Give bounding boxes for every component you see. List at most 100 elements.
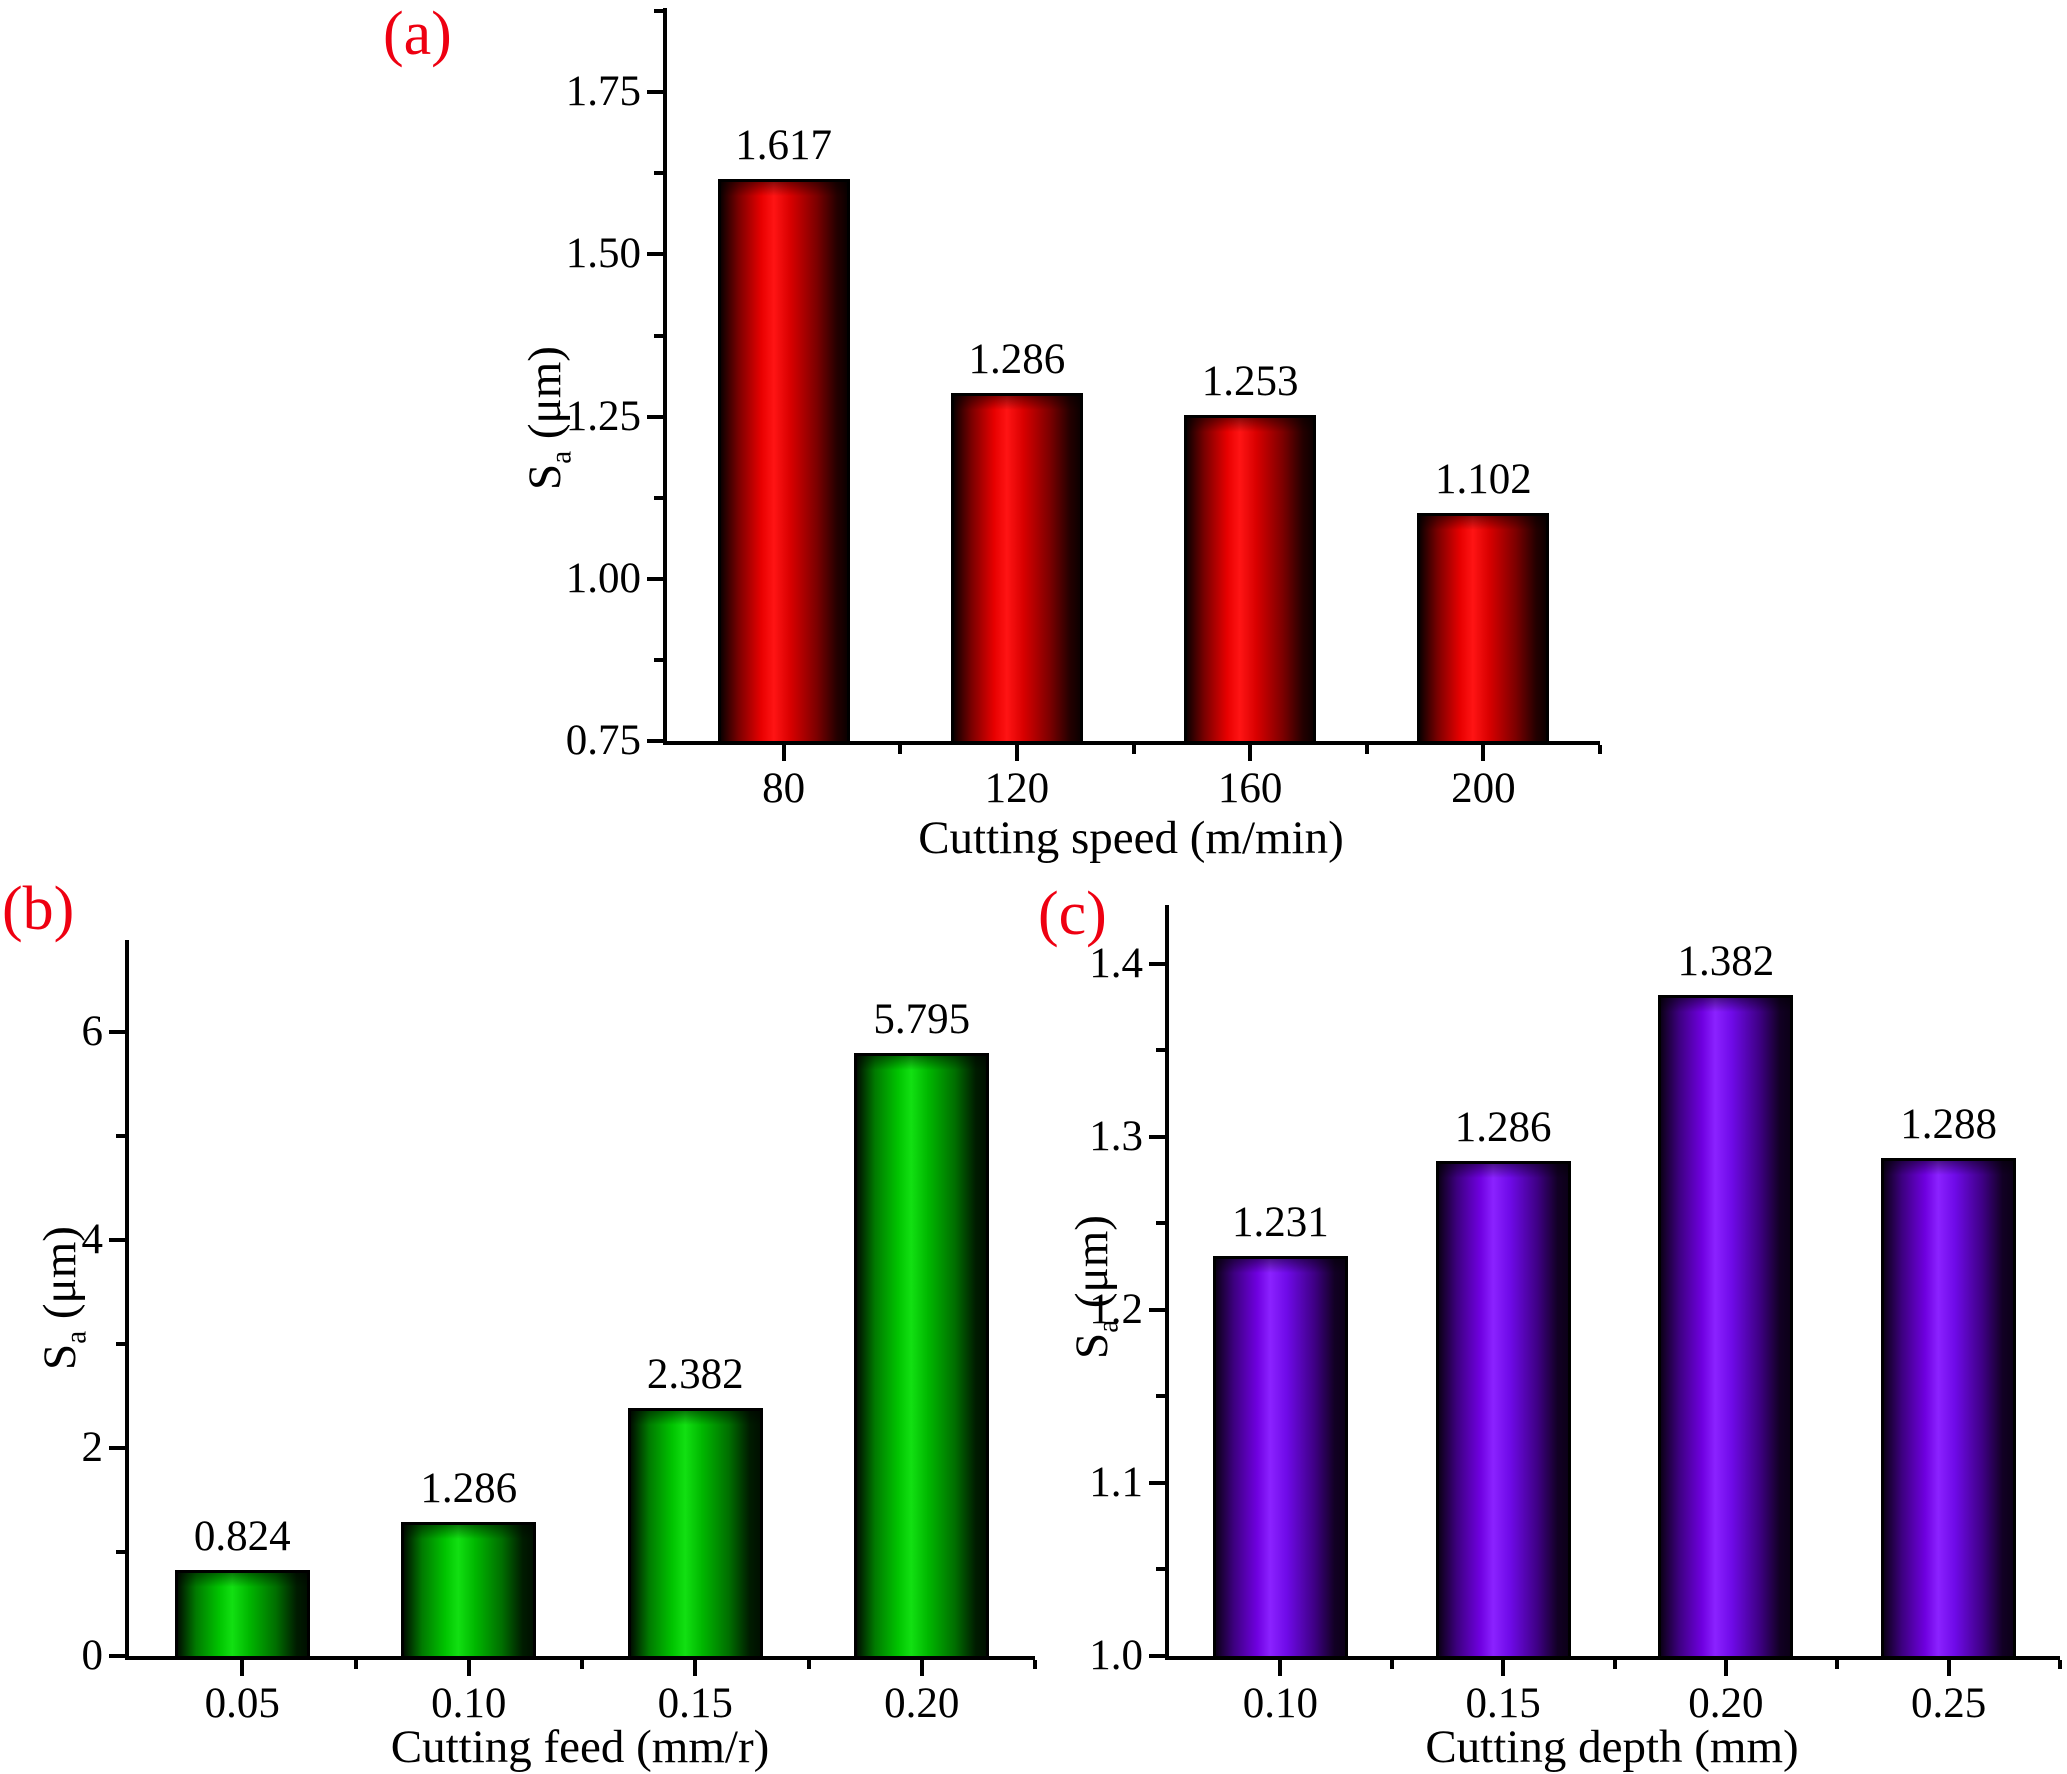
bar-value-label: 1.617 bbox=[735, 121, 832, 169]
x-minor-tick bbox=[1389, 1660, 1394, 1669]
x-major-tick bbox=[781, 745, 786, 761]
x-tick-label: 0.20 bbox=[884, 1680, 960, 1727]
x-tick-label: 80 bbox=[762, 765, 806, 812]
x-major-tick bbox=[1278, 1660, 1283, 1676]
bar-value-label: 1.253 bbox=[1201, 357, 1299, 405]
y-axis-title-subscript: a bbox=[60, 1330, 93, 1344]
y-minor-tick bbox=[654, 657, 663, 662]
y-axis-title-unit: (μm) bbox=[519, 346, 571, 451]
x-major-tick bbox=[693, 1660, 698, 1676]
x-tick-label: 0.25 bbox=[1911, 1680, 1987, 1727]
y-minor-tick bbox=[1156, 1221, 1165, 1226]
y-major-tick bbox=[1149, 1654, 1165, 1658]
y-major-tick bbox=[1149, 1134, 1165, 1139]
x-tick-label: 200 bbox=[1451, 765, 1516, 812]
x-tick-label: 0.15 bbox=[1465, 1680, 1541, 1727]
bar bbox=[1212, 1256, 1348, 1656]
y-axis-title-symbol: S bbox=[34, 1343, 86, 1370]
y-axis-title-symbol: S bbox=[519, 463, 571, 490]
x-minor-tick bbox=[806, 1660, 811, 1669]
x-major-tick bbox=[1014, 745, 1019, 761]
y-major-tick bbox=[1149, 1307, 1165, 1312]
bar bbox=[717, 178, 850, 741]
y-major-tick bbox=[647, 739, 663, 743]
bar bbox=[1435, 1161, 1571, 1656]
bar-value-label: 1.286 bbox=[968, 336, 1066, 384]
y-minor-tick bbox=[654, 171, 663, 176]
y-major-tick bbox=[109, 1029, 125, 1034]
x-tick-label: 0.10 bbox=[1242, 1680, 1318, 1727]
x-minor-tick bbox=[898, 745, 903, 754]
y-minor-tick bbox=[116, 1341, 125, 1346]
bar-value-label: 1.286 bbox=[420, 1465, 518, 1513]
x-major-tick bbox=[1946, 1660, 1951, 1676]
x-major-tick bbox=[1723, 1660, 1728, 1676]
x-major-tick bbox=[240, 1660, 245, 1676]
x-minor-tick bbox=[2058, 1660, 2062, 1669]
y-axis-title-symbol: S bbox=[1066, 1332, 1118, 1359]
bar bbox=[401, 1522, 537, 1656]
bar-value-label: 1.286 bbox=[1454, 1104, 1552, 1152]
x-minor-tick bbox=[1033, 1660, 1037, 1669]
bar-value-label: 5.795 bbox=[873, 995, 971, 1043]
x-minor-tick bbox=[1612, 1660, 1617, 1669]
x-axis-title: Cutting depth (mm) bbox=[1425, 1721, 1799, 1773]
x-major-tick bbox=[919, 1660, 924, 1676]
y-major-tick bbox=[647, 414, 663, 419]
x-major-tick bbox=[1248, 745, 1253, 761]
bar-value-label: 1.231 bbox=[1232, 1199, 1329, 1247]
x-minor-tick bbox=[1131, 745, 1136, 754]
x-major-tick bbox=[1501, 1660, 1506, 1676]
x-minor-tick bbox=[580, 1660, 584, 1669]
bar-value-label: 0.824 bbox=[193, 1513, 291, 1561]
y-minor-tick bbox=[1156, 1567, 1165, 1572]
y-major-tick bbox=[109, 1654, 125, 1658]
x-tick-label: 0.20 bbox=[1688, 1680, 1764, 1727]
bar bbox=[627, 1408, 763, 1656]
plot-area-a: 0.75 1.00 1.25 1.50 1.75 80 1.617 120 1.286 160 1.… bbox=[566, 8, 1602, 810]
panel-label-a: (a) bbox=[383, 0, 452, 68]
x-minor-tick bbox=[1835, 1660, 1840, 1669]
y-major-tick bbox=[647, 252, 663, 257]
x-tick-label: 160 bbox=[1217, 765, 1283, 812]
x-tick-label: 0.15 bbox=[657, 1680, 733, 1727]
x-tick-label: 0.05 bbox=[204, 1680, 280, 1727]
bar-value-label: 1.382 bbox=[1677, 937, 1775, 985]
bar bbox=[1658, 994, 1794, 1656]
y-major-tick bbox=[109, 1237, 125, 1242]
x-minor-tick bbox=[1598, 745, 1602, 754]
bar bbox=[950, 393, 1083, 741]
x-major-tick bbox=[466, 1660, 471, 1676]
y-minor-tick bbox=[1156, 1048, 1165, 1053]
y-minor-tick bbox=[654, 495, 663, 500]
y-major-tick bbox=[1149, 961, 1165, 966]
y-axis-title: Sa (μm) bbox=[33, 1226, 92, 1370]
plot-area-c: 1.0 1.1 1.2 1.3 1.4 0.10 1.231 0.15 1.286 0.20 1.3… bbox=[1089, 905, 2062, 1725]
bar bbox=[174, 1570, 310, 1656]
x-tick-label: 0.10 bbox=[431, 1680, 507, 1727]
y-minor-tick bbox=[116, 1549, 125, 1554]
x-tick-label: 120 bbox=[984, 765, 1050, 812]
plot-area-b: 0 2 4 6 0.05 0.824 0.10 1.286 0.15 2.382 0.20 5.795 bbox=[82, 940, 1037, 1725]
bar bbox=[1881, 1157, 2017, 1656]
y-minor-tick bbox=[654, 333, 663, 338]
bar-value-label: 1.102 bbox=[1435, 455, 1532, 503]
y-minor-tick bbox=[654, 9, 663, 14]
x-axis-title: Cutting feed (mm/r) bbox=[390, 1721, 770, 1773]
x-minor-tick bbox=[1364, 745, 1369, 754]
x-minor-tick bbox=[353, 1660, 358, 1669]
y-axis-title: Sa (μm) bbox=[518, 346, 577, 490]
y-minor-tick bbox=[116, 1133, 125, 1138]
y-minor-tick bbox=[1156, 1394, 1165, 1399]
bar-value-label: 2.382 bbox=[646, 1351, 744, 1399]
x-major-tick bbox=[1481, 745, 1486, 761]
y-major-tick bbox=[647, 90, 663, 95]
x-axis-title: Cutting speed (m/min) bbox=[918, 812, 1344, 864]
bar bbox=[854, 1052, 990, 1656]
panel-label-c: (c) bbox=[1038, 880, 1107, 948]
bar bbox=[1417, 512, 1550, 741]
bar-value-label: 1.288 bbox=[1900, 1100, 1997, 1148]
panel-label-b: (b) bbox=[2, 875, 75, 943]
y-axis-title-subscript: a bbox=[545, 450, 578, 464]
